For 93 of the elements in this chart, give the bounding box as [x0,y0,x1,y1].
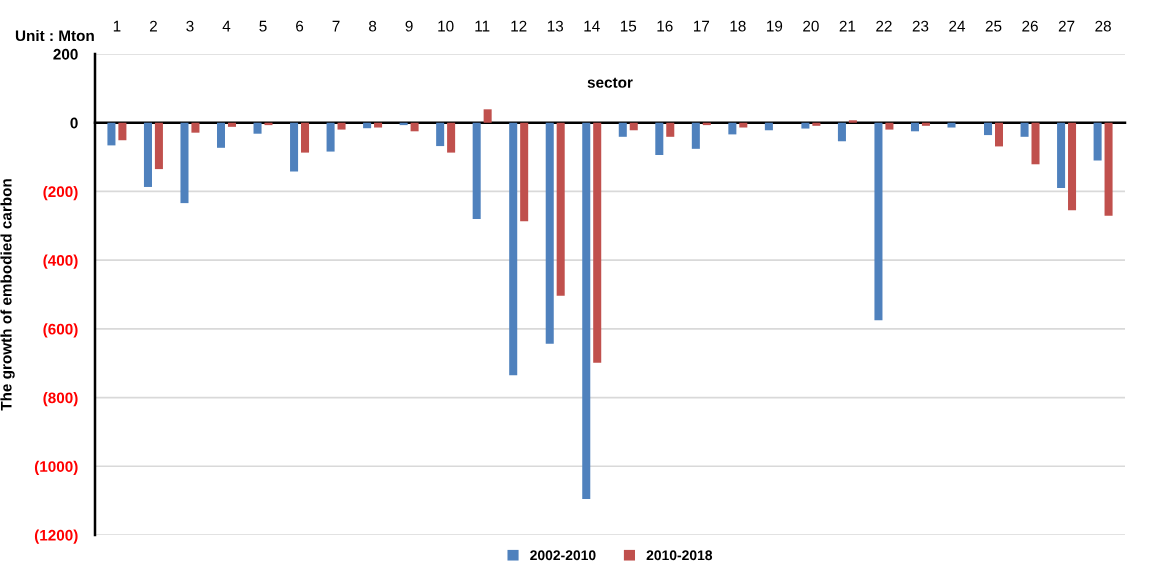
bar [253,122,262,134]
y-tick-label: (200) [43,185,78,201]
x-tick-label: 12 [511,20,527,32]
bar [301,122,310,153]
bar [593,122,602,363]
bar [143,122,152,187]
x-tick-label: 3 [186,20,194,32]
bar [947,122,956,128]
x-tick-label: 27 [1058,20,1075,32]
x-tick-label: 20 [803,20,819,32]
bar [227,122,236,127]
bar [447,122,456,153]
bar [290,122,299,172]
bar [848,120,857,123]
x-tick-label: 7 [332,20,340,32]
bar [374,122,383,128]
y-tick-label: (1200) [34,529,78,544]
x-tick-label: 5 [259,20,267,32]
bar [180,122,189,204]
bar [216,122,226,148]
bar [556,122,565,296]
bar [655,122,664,156]
bar [545,122,554,344]
x-tick-label: 18 [730,20,746,32]
x-tick-label: 2 [149,20,157,32]
x-tick-label: 15 [620,20,637,32]
x-tick-label: 28 [1095,20,1111,32]
bar [618,122,627,137]
x-tick-label: 10 [438,20,454,32]
bar [885,122,894,130]
y-tick-label: (400) [43,254,78,269]
bar [1093,122,1102,161]
bar [801,122,810,129]
x-tick-label: 6 [296,20,304,32]
bar [1057,122,1066,188]
bar [1031,122,1040,165]
bar [582,122,591,499]
legend-label: 2010-2018 [646,550,713,561]
y-tick-label: (800) [43,392,78,407]
bar [363,122,372,129]
y-tick-label: (600) [43,323,78,338]
bar [472,122,481,219]
y-axis-title: The growth of embodied carbon [0,179,15,411]
x-tick-label: 16 [657,20,673,32]
bar [739,122,748,128]
bar [264,122,273,126]
x-tick-label: 1 [113,20,121,32]
bar [107,122,116,146]
x-tick-label: 19 [767,20,783,32]
bar [410,122,419,132]
bar [691,122,700,149]
x-axis-title: sector [587,77,633,88]
bar [728,122,737,135]
bar [812,122,821,126]
bar [1068,122,1077,211]
bar [154,122,163,170]
bar [921,122,930,126]
bar [1104,122,1113,216]
x-tick-label: 4 [222,20,231,32]
y-tick-label: (1000) [34,460,78,475]
x-tick-label: 17 [693,20,710,32]
bar [509,122,518,376]
x-tick-label: 25 [985,20,1002,32]
bar [764,122,773,131]
bar [191,122,200,133]
x-tick-label: 14 [584,20,600,32]
bar [994,122,1004,147]
y-tick-label: 0 [70,117,78,129]
text: Unit : Mton [15,29,94,42]
bar [837,122,846,142]
x-tick-label: 11 [475,20,490,32]
y-tick-label: 200 [53,48,78,60]
bar [326,122,335,152]
x-tick-label: 24 [949,20,966,32]
x-tick-label: 22 [876,20,892,32]
bar [984,122,993,136]
bar [436,122,445,147]
x-tick-label: 13 [547,20,564,32]
bar [520,122,529,222]
x-tick-label: 8 [369,20,377,32]
bar [118,122,127,141]
x-tick-label: 9 [405,20,413,32]
bar [1020,122,1029,137]
bar [483,109,492,123]
bar [629,122,638,131]
x-tick-label: 21 [839,20,856,32]
x-tick-label: 26 [1022,20,1038,32]
bar [874,122,883,321]
bar [666,122,675,137]
x-tick-label: 23 [912,20,929,32]
legend-label: 2002-2010 [530,550,596,561]
bar [910,122,919,132]
bar [337,122,346,130]
